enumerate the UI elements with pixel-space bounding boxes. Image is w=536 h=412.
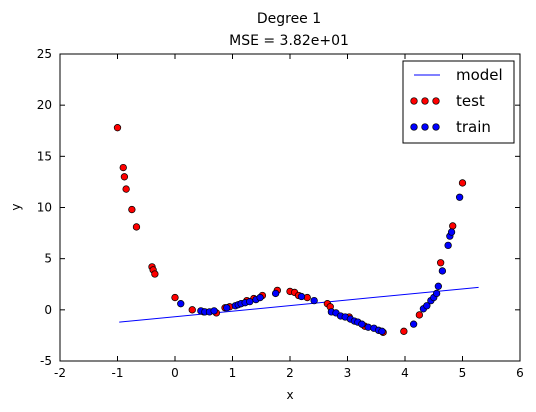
- legend-train-swatch: [410, 123, 440, 131]
- train-point: [246, 297, 254, 306]
- legend-test-swatch: [410, 97, 440, 105]
- train-point: [358, 320, 366, 328]
- x-tick-label: 2: [286, 366, 294, 380]
- test-point: [400, 327, 408, 335]
- test-point: [458, 179, 467, 187]
- test-point: [151, 270, 159, 278]
- train-point: [432, 289, 441, 298]
- train-point: [297, 292, 306, 301]
- test-point: [132, 223, 141, 231]
- y-tick-label: 0: [44, 303, 52, 317]
- legend-test-label: test: [456, 92, 485, 110]
- legend-model-label: model: [456, 66, 503, 84]
- y-axis: -5 0 5 10 15 20 25: [37, 47, 520, 368]
- x-axis-label: x: [286, 388, 293, 402]
- train-point: [271, 289, 280, 298]
- chart-subtitle: MSE = 3.82e+01: [229, 33, 349, 49]
- test-point: [120, 173, 129, 181]
- y-tick-label: -5: [40, 354, 52, 368]
- y-tick-label: 10: [37, 201, 52, 215]
- train-point: [177, 300, 185, 308]
- x-tick-label: 5: [459, 366, 467, 380]
- test-point: [188, 306, 196, 314]
- y-tick-label: 5: [44, 252, 52, 266]
- y-axis-label: y: [9, 203, 23, 210]
- y-tick-label: 20: [37, 98, 52, 112]
- test-point: [122, 185, 130, 193]
- x-tick-label: -2: [54, 366, 66, 380]
- test-point: [449, 222, 457, 230]
- x-tick-label: 6: [516, 366, 524, 380]
- train-point: [409, 320, 418, 328]
- train-point: [256, 293, 264, 302]
- y-tick-label: 25: [37, 47, 52, 61]
- test-point: [113, 124, 122, 132]
- train-point: [444, 241, 452, 250]
- train-point: [447, 228, 456, 236]
- x-axis: -2 -1 0 1 2 3 4 5 6: [54, 54, 524, 380]
- x-tick-label: 1: [229, 366, 237, 380]
- train-point: [223, 304, 231, 312]
- train-point: [455, 193, 464, 201]
- y-tick-label: 15: [37, 149, 52, 163]
- train-point: [310, 296, 318, 305]
- x-tick-label: 4: [401, 366, 409, 380]
- train-point: [378, 327, 386, 335]
- x-tick-label: 3: [344, 366, 352, 380]
- train-point: [434, 282, 443, 290]
- train-point: [438, 267, 447, 275]
- x-tick-label: 0: [171, 366, 179, 380]
- chart-title: Degree 1: [257, 11, 321, 27]
- train-point: [423, 302, 431, 310]
- train-point: [210, 307, 218, 315]
- legend: model test train: [402, 60, 515, 144]
- test-point: [128, 205, 136, 214]
- model-line: [119, 286, 479, 323]
- test-point: [171, 293, 179, 302]
- test-point: [119, 163, 127, 172]
- data-layer: [113, 124, 479, 336]
- x-tick-label: -1: [112, 366, 124, 380]
- test-point: [415, 311, 424, 319]
- legend-train-label: train: [456, 118, 491, 136]
- test-point: [437, 259, 445, 267]
